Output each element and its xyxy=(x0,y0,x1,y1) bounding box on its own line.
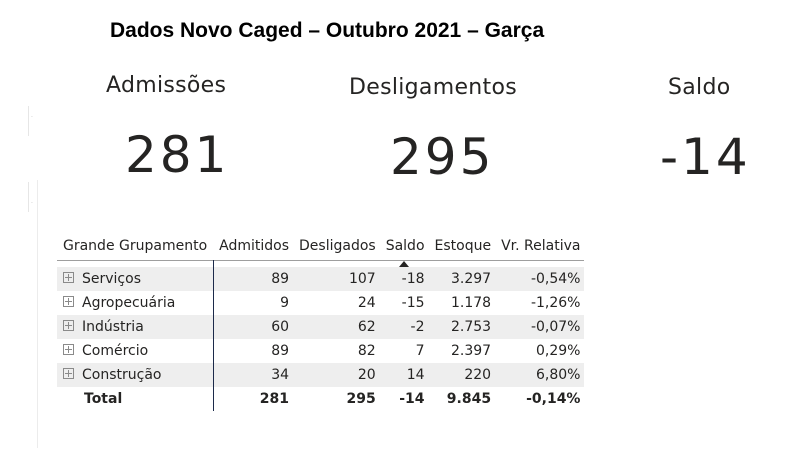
kpi-value-admissoes: 281 xyxy=(125,126,230,184)
cell-estoque: 3.297 xyxy=(428,267,496,291)
expand-plus-icon[interactable] xyxy=(63,272,74,283)
kpi-value-desligamentos: 295 xyxy=(390,128,495,186)
cell-admitidos: 9 xyxy=(280,295,290,311)
column-header-saldo-label: Saldo xyxy=(385,238,425,254)
sort-ascending-icon xyxy=(399,261,410,267)
cell-saldo: -18 xyxy=(379,267,429,291)
cell-vr-relativa: 6,80% xyxy=(495,363,585,387)
table-header-row: Grande Grupamento Admitidos Desligados S… xyxy=(57,232,585,267)
cell-estoque: 1.178 xyxy=(451,295,492,311)
spacer-cell xyxy=(495,260,585,267)
cell-desligados: 62 xyxy=(293,315,380,339)
cell-desligados: 24 xyxy=(357,295,376,311)
visual-divider xyxy=(37,180,38,448)
cell-vr-relativa: -1,26% xyxy=(530,295,581,311)
cell-admitidos: 60 xyxy=(213,315,294,339)
spacer-cell xyxy=(57,260,214,267)
cell-saldo: 7 xyxy=(415,343,425,359)
row-category: Indústria xyxy=(82,319,144,335)
kpi-label-admissoes: Admissões xyxy=(106,73,227,98)
visual-edge-marker: · xyxy=(28,182,37,212)
expand-plus-icon[interactable] xyxy=(63,320,74,331)
cell-estoque: 2.397 xyxy=(451,343,492,359)
cell-estoque: 220 xyxy=(428,363,496,387)
table-row: Comércio 89 82 7 2.397 0,29% xyxy=(57,339,584,363)
cell-estoque: 2.753 xyxy=(428,315,496,339)
row-category-cell: Comércio xyxy=(57,339,214,363)
cell-saldo: -2 xyxy=(379,315,429,339)
row-category: Comércio xyxy=(82,343,149,359)
cell-desligados: 82 xyxy=(357,343,376,359)
column-header-vr-relativa[interactable]: Vr. Relativa xyxy=(501,238,581,254)
row-category: Construção xyxy=(82,367,162,383)
cell-admitidos: 89 xyxy=(213,267,294,291)
row-category: Agropecuária xyxy=(82,295,176,311)
kpi-label-saldo: Saldo xyxy=(668,75,731,100)
cell-admitidos: 89 xyxy=(271,343,290,359)
table-row: Indústria 60 62 -2 2.753 -0,07% xyxy=(57,315,585,339)
cell-vr-relativa: -0,54% xyxy=(495,267,585,291)
table-row: Agropecuária 9 24 -15 1.178 -1,26% xyxy=(57,291,584,315)
cell-admitidos: 34 xyxy=(213,363,294,387)
spacer-cell xyxy=(428,260,496,267)
cell-desligados: 20 xyxy=(293,363,380,387)
spacer-cell xyxy=(293,260,380,267)
total-estoque: 9.845 xyxy=(446,391,492,407)
table-total-row: Total 281 295 -14 9.845 -0,14% xyxy=(57,387,584,411)
row-category-cell: Construção xyxy=(57,363,214,387)
cell-desligados: 107 xyxy=(293,267,380,291)
total-label: Total xyxy=(57,387,214,411)
spacer-cell xyxy=(213,260,294,267)
total-vr-relativa: -0,14% xyxy=(526,391,581,407)
cell-saldo: -15 xyxy=(401,295,425,311)
column-header-estoque[interactable]: Estoque xyxy=(434,238,492,254)
column-header-admitidos[interactable]: Admitidos xyxy=(219,238,290,254)
cell-vr-relativa: -0,07% xyxy=(495,315,585,339)
row-category-cell: Indústria xyxy=(57,315,214,339)
table-row: Serviços 89 107 -18 3.297 -0,54% xyxy=(57,267,585,291)
kpi-value-saldo: -14 xyxy=(660,128,751,186)
column-header-desligados[interactable]: Desligados xyxy=(299,238,376,254)
row-category: Serviços xyxy=(82,271,141,287)
expand-plus-icon[interactable] xyxy=(63,296,74,307)
visual-edge-marker: · xyxy=(28,106,37,136)
kpi-label-desligamentos: Desligamentos xyxy=(349,75,517,100)
total-admitidos: 281 xyxy=(259,391,290,407)
cell-saldo: 14 xyxy=(379,363,429,387)
column-header-grande-grupamento[interactable]: Grande Grupamento xyxy=(63,238,208,254)
cell-vr-relativa: 0,29% xyxy=(535,343,581,359)
total-saldo: -14 xyxy=(399,391,425,407)
row-category-cell: Agropecuária xyxy=(57,291,214,315)
matrix-table: Grande Grupamento Admitidos Desligados S… xyxy=(57,232,585,411)
row-category-cell: Serviços xyxy=(57,267,214,291)
column-header-saldo[interactable]: Saldo xyxy=(380,232,429,267)
expand-plus-icon[interactable] xyxy=(63,344,74,355)
expand-plus-icon[interactable] xyxy=(63,368,74,379)
table-row: Construção 34 20 14 220 6,80% xyxy=(57,363,585,387)
page-title: Dados Novo Caged – Outubro 2021 – Garça xyxy=(110,19,545,42)
total-desligados: 295 xyxy=(346,391,376,407)
